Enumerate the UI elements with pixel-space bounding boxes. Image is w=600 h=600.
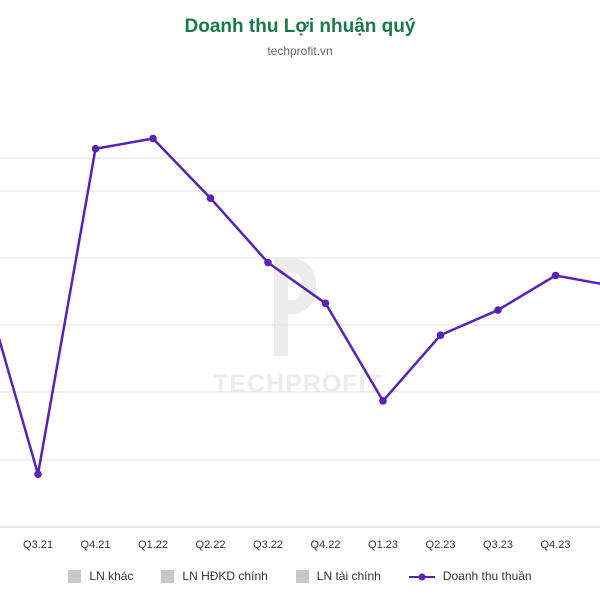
x-tick-label: Q3.23 [483,539,513,551]
series-line-doanh-thu-thuan [0,137,600,476]
data-point[interactable] [321,299,330,308]
x-tick-label: Q3.21 [23,539,53,551]
x-tick-label: Q4.23 [541,539,571,551]
techprofit-watermark: TECHPROFIT [213,258,383,398]
data-point[interactable] [34,470,42,478]
data-point[interactable] [149,134,157,143]
legend-swatch-ln-tai-chinh [295,569,309,583]
legend-label-ln-khac: LN khác [89,569,134,583]
x-tick-label: Q4.22 [311,539,341,551]
data-point[interactable] [436,331,445,339]
x-tick-label: Q4.21 [81,539,111,551]
x-tick-label: Q3.22 [253,539,283,551]
chart-title: Doanh thu Lợi nhuận quý [184,16,416,37]
x-tick-label: Q2.23 [426,539,456,551]
legend-swatch-ln-khac [68,569,82,583]
legend-swatch-ln-hdkd-chinh [161,569,175,583]
legend-label-doanh-thu-thuan: Doanh thu thuần [442,569,532,583]
data-point[interactable] [379,397,387,405]
data-point[interactable] [551,271,560,280]
chart-subtitle: techprofit.vn [267,44,333,58]
legend-label-ln-hdkd-chinh: LN HĐKD chính [182,569,268,583]
legend-item-ln-tai-chinh[interactable]: LN tài chính [295,569,381,583]
data-point[interactable] [264,258,272,267]
legend-line-swatch-doanh-thu-thuan [408,571,435,581]
legend-item-doanh-thu-thuan[interactable]: Doanh thu thuần [408,569,532,583]
x-tick-label: Q1.23 [368,539,398,551]
legend-item-ln-hdkd-chinh[interactable]: LN HĐKD chính [161,569,268,583]
x-tick-label: Q2.22 [196,539,226,551]
chart-legend: LN khác LN HĐKD chính LN tài chính Doanh… [0,569,600,583]
legend-item-ln-khac[interactable]: LN khác [68,569,133,583]
legend-label-ln-tai-chinh: LN tài chính [316,569,381,583]
svg-text:TECHPROFIT: TECHPROFIT [213,370,383,398]
data-point[interactable] [91,144,100,153]
data-point[interactable] [494,306,502,314]
data-point[interactable] [206,194,215,203]
x-tick-label: Q1.22 [138,539,168,551]
